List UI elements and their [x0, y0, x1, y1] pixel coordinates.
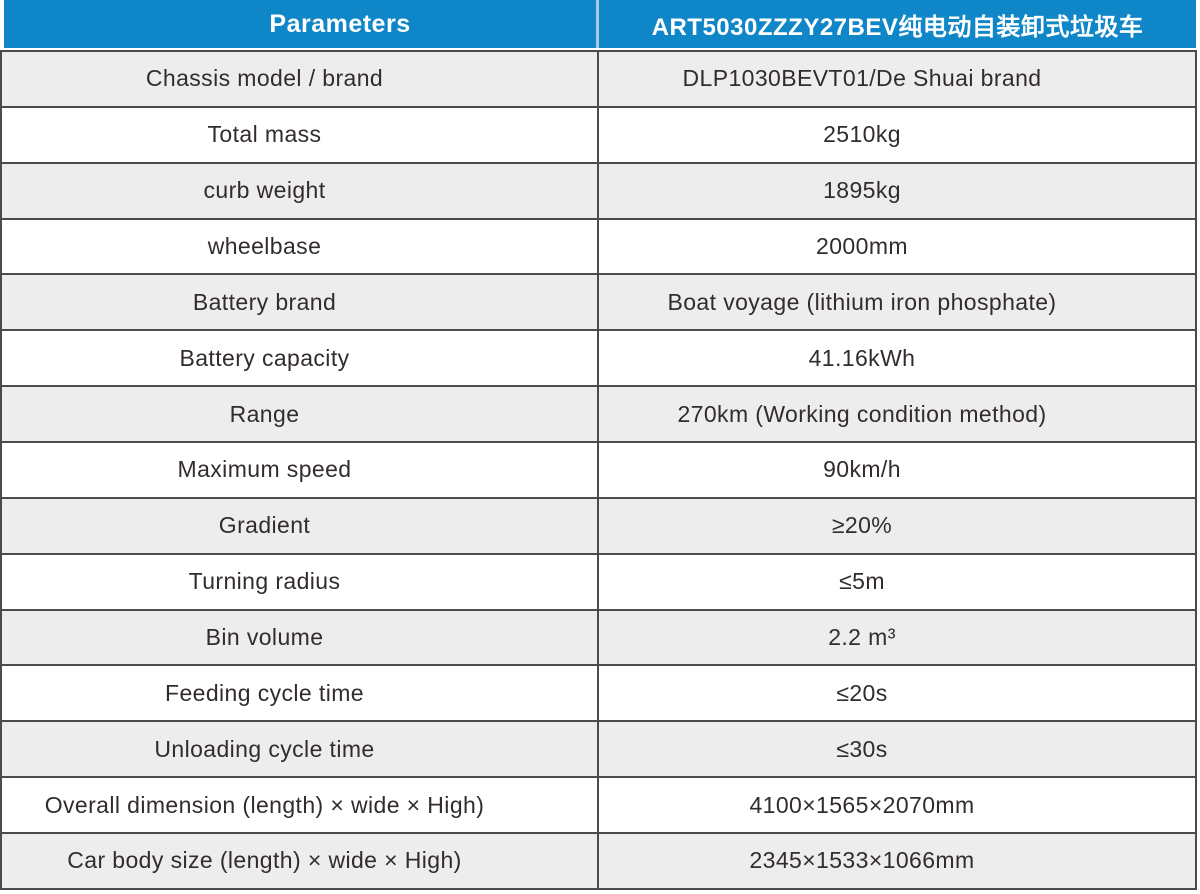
row-value: 270km (Working condition method) — [677, 400, 1047, 427]
row-label: Total mass — [2, 107, 599, 162]
row-label: wheelbase — [2, 219, 599, 274]
table-row: Turning radius ≤5m — [2, 554, 1195, 611]
parameters-table: Chassis model / brand DLP1030BEVT01/De S… — [0, 50, 1197, 890]
row-value: 2.2 m³ — [828, 624, 896, 651]
table-row: Battery brand Boat voyage (lithium iron … — [2, 275, 1195, 332]
table-row: Battery capacity 41.16kWh — [2, 331, 1195, 388]
row-value: 4100×1565×2070mm — [749, 791, 975, 818]
table-row: Feeding cycle time ≤20s — [2, 666, 1195, 723]
row-value: 1895kg — [823, 177, 901, 204]
row-label: Range — [2, 387, 599, 442]
table-row: wheelbase 2000mm — [2, 219, 1195, 276]
row-label: Turning radius — [2, 554, 599, 609]
table-header: Parameters ART5030ZZZY27BEV纯电动自装卸式垃圾车 — [4, 0, 1196, 48]
row-value: ≤20s — [836, 679, 888, 706]
row-label: Battery capacity — [2, 331, 599, 386]
header-product-column: ART5030ZZZY27BEV纯电动自装卸式垃圾车 — [651, 13, 1144, 41]
table-row: Range 270km (Working condition method) — [2, 387, 1195, 444]
row-label: Maximum speed — [2, 443, 599, 497]
row-value: 90km/h — [823, 456, 901, 483]
row-value: 2345×1533×1066mm — [749, 847, 975, 874]
row-label: curb weight — [2, 163, 599, 218]
row-label: Unloading cycle time — [2, 722, 599, 777]
row-value: 2000mm — [816, 233, 908, 259]
table-row: Car body size (length) × wide × High) 23… — [2, 834, 1195, 888]
table-row: Unloading cycle time ≤30s — [2, 722, 1195, 779]
table-row: curb weight 1895kg — [2, 163, 1195, 220]
row-value: ≤30s — [836, 735, 888, 762]
row-label: Gradient — [2, 498, 599, 553]
table-row: Bin volume 2.2 m³ — [2, 610, 1195, 667]
table-row: Total mass 2510kg — [2, 107, 1195, 164]
row-label: Battery brand — [2, 275, 599, 330]
table-row: Overall dimension (length) × wide × High… — [2, 778, 1195, 835]
row-value: DLP1030BEVT01/De Shuai brand — [682, 65, 1042, 92]
table-row: Maximum speed 90km/h — [2, 443, 1195, 499]
row-value: ≤5m — [839, 568, 885, 595]
row-label: Bin volume — [2, 610, 599, 665]
row-label: Overall dimension (length) × wide × High… — [2, 778, 599, 833]
row-value: 2510kg — [823, 121, 901, 148]
table-row: Gradient ≥20% — [2, 498, 1195, 555]
row-value: ≥20% — [831, 512, 893, 539]
row-label: Feeding cycle time — [2, 666, 599, 721]
table-row: Chassis model / brand DLP1030BEVT01/De S… — [2, 52, 1195, 108]
row-value: Boat voyage (lithium iron phosphate) — [667, 288, 1057, 315]
row-label: Car body size (length) × wide × High) — [2, 834, 599, 888]
row-value: 41.16kWh — [808, 344, 916, 371]
header-parameters-column: Parameters — [4, 0, 599, 48]
row-label: Chassis model / brand — [2, 52, 599, 106]
